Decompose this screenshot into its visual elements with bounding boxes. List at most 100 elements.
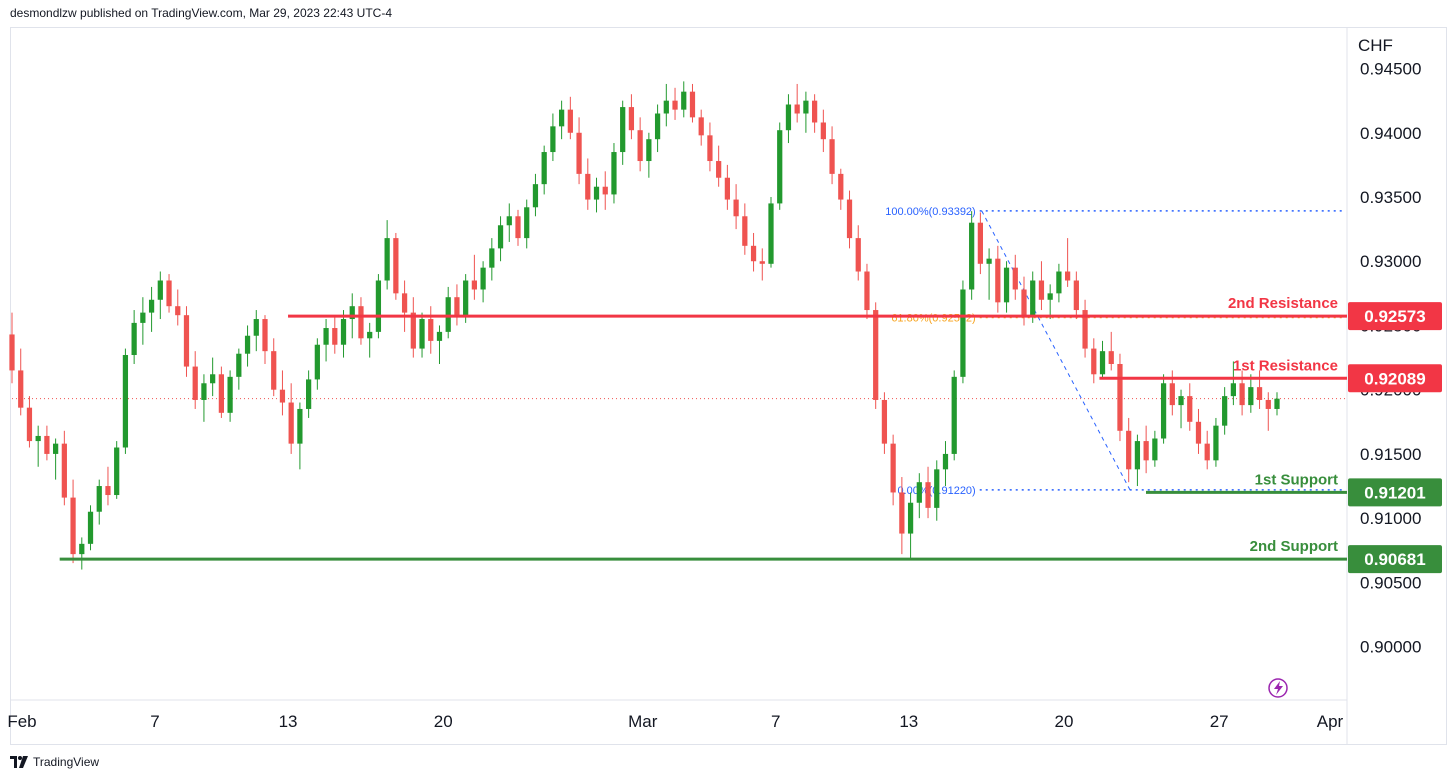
candle-body (803, 100, 809, 114)
level-price-badge (1348, 545, 1442, 574)
candle-body (1178, 396, 1184, 406)
candle-body (349, 306, 355, 320)
candle-body (759, 261, 765, 264)
candle-body (524, 207, 530, 239)
candle-body (148, 299, 155, 313)
candle-body (567, 109, 573, 133)
candle-body (777, 130, 783, 204)
footer-brand: TradingView (33, 755, 100, 769)
candle-body (689, 91, 696, 118)
candle-body (846, 199, 853, 239)
candle-body (471, 280, 477, 290)
candle-body (201, 383, 207, 400)
candle-body (1169, 383, 1175, 406)
candle-body (288, 402, 294, 444)
candle-body (323, 328, 329, 345)
candle-body (9, 334, 15, 371)
time-tick-label: 20 (434, 712, 453, 731)
candle-body (358, 306, 364, 339)
candle-body (428, 319, 434, 341)
candle-body (1213, 425, 1219, 461)
candle-body (986, 258, 992, 264)
candle-body (541, 152, 547, 185)
price-tick-label: 0.93500 (1360, 188, 1421, 207)
candle-body (864, 271, 870, 311)
price-tick-label: 0.90000 (1360, 638, 1421, 657)
candle-body (96, 486, 102, 512)
candle-body (829, 139, 835, 174)
candles-group (9, 81, 1280, 570)
candle-body (593, 186, 600, 200)
candle-body (602, 186, 608, 195)
level-price-badge (1348, 364, 1442, 393)
candle-body (192, 366, 198, 400)
candle-body (332, 328, 338, 345)
candle-body (297, 408, 303, 444)
footer: TradingView (10, 755, 99, 769)
time-tick-label: Feb (7, 712, 36, 731)
time-tick-label: 20 (1055, 712, 1074, 731)
candle-body (61, 443, 67, 498)
lightning-icon[interactable] (1268, 678, 1288, 698)
level-price-badge (1348, 478, 1442, 507)
candle-body (1248, 387, 1254, 406)
candle-body (899, 492, 905, 534)
candle-body (1222, 396, 1228, 426)
candle-body (227, 376, 233, 413)
candle-body (820, 122, 826, 140)
level-price-text: 0.90681 (1364, 550, 1425, 569)
candle-body (480, 267, 486, 290)
candle-body (244, 335, 251, 354)
candle-body (890, 443, 896, 493)
candle-body (375, 280, 382, 332)
candle-body (497, 225, 504, 249)
candle-body (672, 100, 678, 110)
candle-body (942, 453, 949, 470)
level-label: 2nd Resistance (1228, 295, 1338, 312)
time-tick-label: 13 (899, 712, 918, 731)
candle-body (532, 184, 539, 208)
level-label: 1st Resistance (1233, 357, 1338, 374)
candle-body (1073, 280, 1079, 311)
price-tick-label: 0.94000 (1360, 124, 1421, 143)
candle-body (698, 117, 704, 136)
candle-body (977, 222, 983, 264)
candle-body (559, 109, 565, 127)
level-price-badge (1348, 302, 1442, 331)
candle-body (157, 280, 163, 300)
candle-body (611, 152, 617, 195)
candle-body (1152, 438, 1158, 461)
candle-body (87, 511, 94, 544)
candle-body (637, 130, 643, 162)
candle-body (916, 482, 922, 503)
candle-body (210, 374, 216, 384)
candle-body (140, 312, 146, 323)
candle-body (654, 113, 661, 140)
candle-body (384, 238, 390, 281)
candle-body (1047, 293, 1053, 300)
candle-body (585, 173, 591, 200)
candle-body (768, 203, 774, 264)
candle-body (873, 310, 879, 400)
candle-body (1091, 348, 1097, 375)
candle-body (620, 107, 626, 153)
candle-body (340, 319, 347, 345)
candle-body (951, 376, 957, 454)
level-price-text: 0.92089 (1364, 369, 1425, 388)
sr-levels[interactable]: 2nd Resistance 0.92573 1st Resistance 0.920… (59, 295, 1442, 574)
time-axis[interactable]: Feb 7 13 20 Mar 7 13 20 27 Apr (7, 712, 1343, 731)
candle-body (70, 497, 76, 555)
candle-body (131, 322, 137, 356)
candle-body (1256, 387, 1263, 400)
level-label: 1st Support (1255, 471, 1338, 488)
candle-body (550, 126, 556, 153)
fib-trend-line (981, 210, 1131, 491)
level-price-text: 0.92573 (1364, 307, 1425, 326)
candle-body (855, 238, 861, 272)
fib-100-label: 100.00%(0.93392) (885, 206, 976, 218)
time-tick-label: 13 (279, 712, 298, 731)
candle-body (367, 331, 373, 339)
candle-body (733, 199, 739, 217)
candle-body (1274, 398, 1280, 409)
